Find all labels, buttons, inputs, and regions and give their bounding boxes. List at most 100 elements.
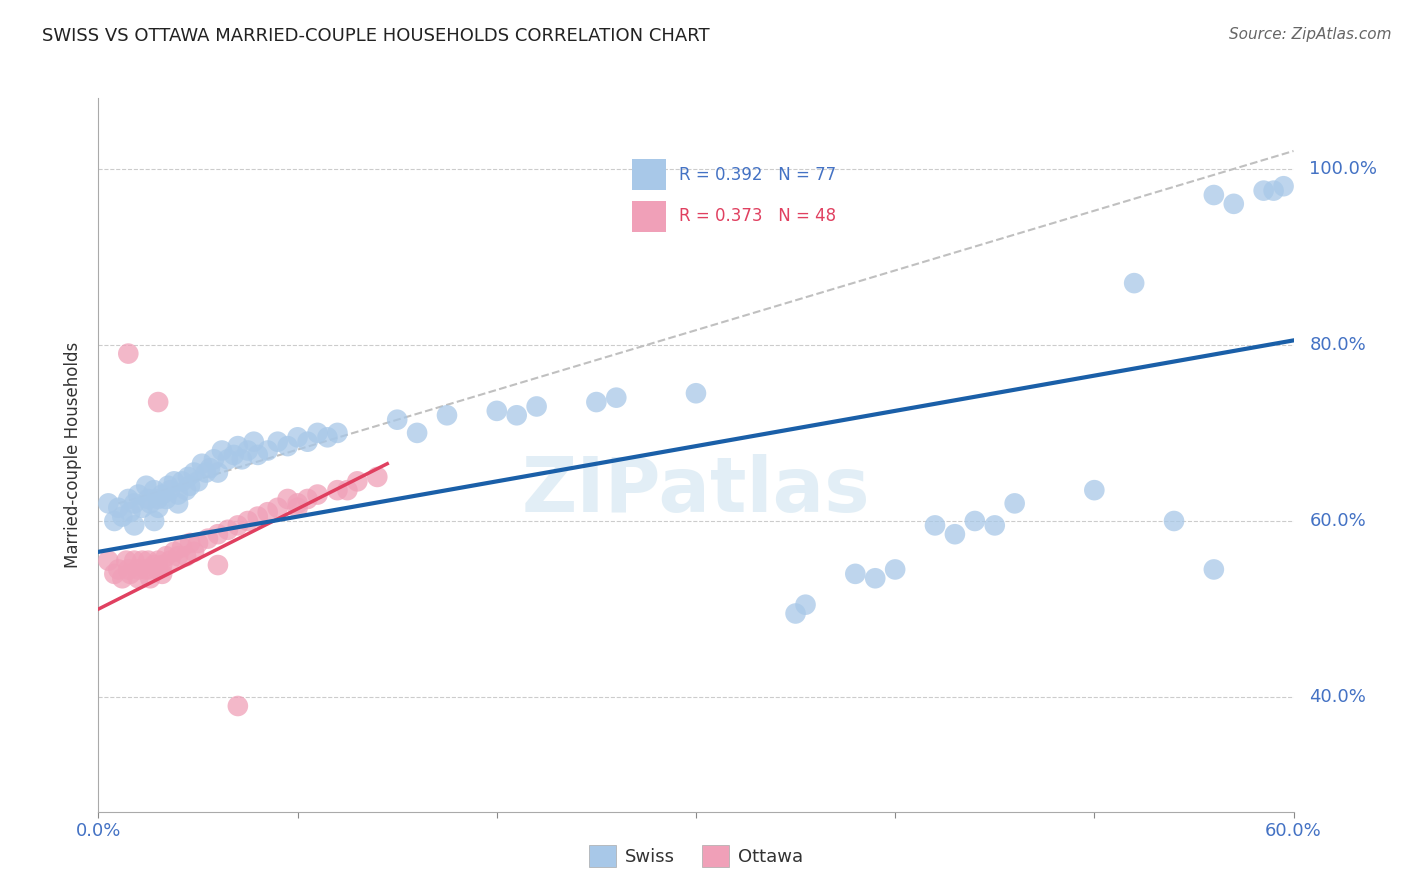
Point bbox=[256, 505, 278, 519]
Point bbox=[202, 452, 225, 467]
Point bbox=[226, 439, 249, 453]
Point bbox=[148, 554, 170, 568]
Point bbox=[159, 483, 181, 498]
Point bbox=[150, 487, 173, 501]
Point bbox=[844, 566, 866, 581]
Point bbox=[139, 496, 162, 510]
Point bbox=[139, 562, 162, 576]
Point bbox=[211, 443, 233, 458]
Point bbox=[217, 523, 239, 537]
Point bbox=[148, 491, 170, 506]
Point bbox=[267, 500, 290, 515]
Point bbox=[277, 439, 299, 453]
Point bbox=[172, 541, 194, 555]
Point bbox=[222, 448, 245, 462]
Point bbox=[167, 549, 190, 564]
Point bbox=[179, 479, 201, 493]
Legend: Swiss, Ottawa: Swiss, Ottawa bbox=[582, 838, 810, 874]
Point bbox=[246, 448, 269, 462]
Point bbox=[177, 470, 200, 484]
Point bbox=[316, 430, 339, 444]
Text: ZIPatlas: ZIPatlas bbox=[522, 454, 870, 527]
Point bbox=[385, 412, 409, 426]
Point bbox=[163, 475, 186, 489]
Point bbox=[785, 607, 807, 621]
Point bbox=[198, 461, 221, 475]
Point bbox=[1123, 276, 1146, 290]
Point bbox=[148, 562, 170, 576]
Point bbox=[150, 566, 173, 581]
Point bbox=[685, 386, 707, 401]
Point bbox=[136, 554, 159, 568]
Point bbox=[131, 500, 153, 515]
Text: 60.0%: 60.0% bbox=[1309, 512, 1367, 530]
Text: 40.0%: 40.0% bbox=[1309, 689, 1367, 706]
Point bbox=[136, 491, 159, 506]
Point bbox=[406, 425, 429, 440]
Text: R = 0.373   N = 48: R = 0.373 N = 48 bbox=[679, 207, 837, 226]
Point bbox=[124, 554, 146, 568]
Point bbox=[143, 558, 166, 572]
Point bbox=[197, 532, 219, 546]
Point bbox=[120, 505, 142, 519]
Point bbox=[1222, 197, 1246, 211]
Point bbox=[148, 395, 170, 409]
Point bbox=[207, 558, 229, 572]
Point bbox=[127, 562, 149, 576]
Point bbox=[194, 466, 218, 480]
Point bbox=[1253, 184, 1275, 198]
Point bbox=[127, 571, 149, 585]
Point bbox=[103, 514, 125, 528]
Point bbox=[485, 404, 508, 418]
Point bbox=[143, 514, 166, 528]
Point bbox=[97, 496, 120, 510]
Point bbox=[307, 425, 329, 440]
Point bbox=[115, 554, 138, 568]
Point bbox=[794, 598, 817, 612]
Text: 100.0%: 100.0% bbox=[1309, 160, 1378, 178]
Y-axis label: Married-couple Households: Married-couple Households bbox=[65, 342, 83, 568]
Point bbox=[131, 554, 153, 568]
Point bbox=[117, 562, 139, 576]
Point bbox=[107, 500, 129, 515]
Point bbox=[159, 554, 181, 568]
Point bbox=[124, 518, 146, 533]
Point bbox=[207, 527, 229, 541]
Point bbox=[139, 571, 162, 585]
Point bbox=[256, 443, 278, 458]
Point bbox=[983, 518, 1005, 533]
Point bbox=[326, 483, 349, 498]
Point bbox=[1202, 562, 1225, 576]
Point bbox=[117, 491, 139, 506]
Text: Source: ZipAtlas.com: Source: ZipAtlas.com bbox=[1229, 27, 1392, 42]
Point bbox=[243, 434, 266, 449]
Point bbox=[236, 443, 259, 458]
Point bbox=[150, 558, 173, 572]
Point bbox=[174, 483, 197, 498]
Point bbox=[163, 545, 186, 559]
Point bbox=[297, 491, 319, 506]
Point bbox=[605, 391, 627, 405]
Point bbox=[336, 483, 359, 498]
Point bbox=[111, 571, 134, 585]
Point bbox=[884, 562, 907, 576]
Point bbox=[167, 496, 190, 510]
Point bbox=[924, 518, 946, 533]
FancyBboxPatch shape bbox=[633, 201, 666, 232]
Point bbox=[226, 518, 249, 533]
Point bbox=[287, 430, 309, 444]
Point bbox=[226, 698, 249, 713]
Point bbox=[191, 457, 214, 471]
Point bbox=[97, 554, 120, 568]
Point bbox=[172, 475, 194, 489]
Point bbox=[366, 470, 388, 484]
Point bbox=[1263, 184, 1285, 198]
Point bbox=[236, 514, 259, 528]
Point bbox=[287, 496, 309, 510]
Point bbox=[157, 479, 180, 493]
Text: SWISS VS OTTAWA MARRIED-COUPLE HOUSEHOLDS CORRELATION CHART: SWISS VS OTTAWA MARRIED-COUPLE HOUSEHOLD… bbox=[42, 27, 710, 45]
Point bbox=[107, 562, 129, 576]
Point bbox=[183, 466, 205, 480]
FancyBboxPatch shape bbox=[633, 159, 666, 190]
Point bbox=[1004, 496, 1026, 510]
